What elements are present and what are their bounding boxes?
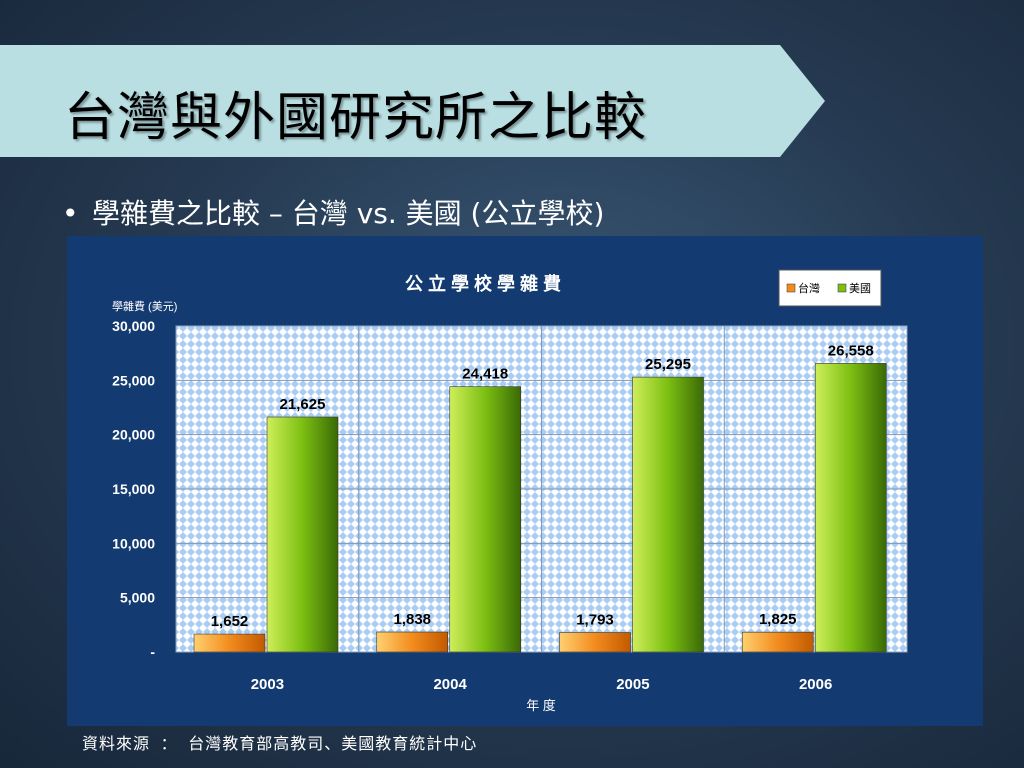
bar-usa-2006 <box>814 363 887 653</box>
data-label: 24,418 <box>462 366 508 383</box>
bar-taiwan-2003 <box>193 633 266 653</box>
data-label: 1,652 <box>211 613 249 630</box>
data-label: 1,825 <box>759 611 797 628</box>
plot-area-border <box>175 325 908 653</box>
bullet-dot-icon: • <box>62 197 79 230</box>
data-label: 1,793 <box>576 612 614 629</box>
x-tick-label: 2005 <box>616 676 649 693</box>
y-tick-label: 5,000 <box>120 590 155 606</box>
bullet-item: • 學雜費之比較 – 台灣 vs. 美國 (公立學校) <box>62 192 604 232</box>
slide-title: 台灣與外國研究所之比較 <box>64 88 648 148</box>
x-tick-label: 2004 <box>433 676 467 693</box>
y-tick-label: 25,000 <box>112 372 155 388</box>
data-source-note: 資料來源 ： 台灣教育部高教司、美國教育統計中心 <box>82 734 478 753</box>
y-tick-label: - <box>150 644 155 660</box>
chart-panel: 公 立 學 校 學 雜 費 學雜費 (美元) 年 度 - 5,000 10,000 1… <box>67 236 983 726</box>
legend: 台灣 美國 <box>778 269 882 307</box>
legend-label-usa: 美國 <box>849 282 871 295</box>
legend-swatch-taiwan <box>786 283 796 293</box>
chart-title: 公 立 學 校 學 雜 費 <box>405 273 561 294</box>
y-tick-label: 20,000 <box>112 427 155 443</box>
legend-swatch-usa <box>837 283 847 293</box>
bar-taiwan-2005 <box>559 632 631 653</box>
y-tick-label: 10,000 <box>112 535 155 551</box>
x-axis-label: 年 度 <box>526 698 556 713</box>
bar-usa-2004 <box>449 386 522 653</box>
legend-label-taiwan: 台灣 <box>798 281 820 295</box>
bar-taiwan-2004 <box>376 631 449 653</box>
y-axis-ticks: - 5,000 10,000 15,000 20,000 25,000 30,000 <box>112 318 155 660</box>
tuition-bar-chart: 公 立 學 校 學 雜 費 學雜費 (美元) 年 度 - 5,000 10,000 1… <box>112 269 908 713</box>
bars: 1,652 21,625 1,838 24,418 1,793 25,295 1,825 26… <box>193 342 887 653</box>
x-axis-ticks: 2003 2004 2005 2006 <box>251 676 833 693</box>
data-label: 26,558 <box>828 342 874 359</box>
data-label: 1,838 <box>393 611 431 628</box>
legend-box <box>778 269 882 307</box>
data-label: 21,625 <box>280 396 326 413</box>
bullet-text: 學雜費之比較 – 台灣 vs. 美國 (公立學校) <box>92 197 605 230</box>
x-tick-label: 2006 <box>799 676 832 693</box>
y-axis-label: 學雜費 (美元) <box>112 299 177 313</box>
x-tick-label: 2003 <box>251 676 284 693</box>
bar-taiwan-2006 <box>741 631 814 653</box>
data-label: 25,295 <box>645 356 691 373</box>
y-tick-label: 15,000 <box>112 481 155 497</box>
title-banner <box>0 45 825 157</box>
bar-usa-2003 <box>266 416 339 653</box>
y-tick-label: 30,000 <box>112 318 155 334</box>
bar-usa-2005 <box>632 376 704 653</box>
